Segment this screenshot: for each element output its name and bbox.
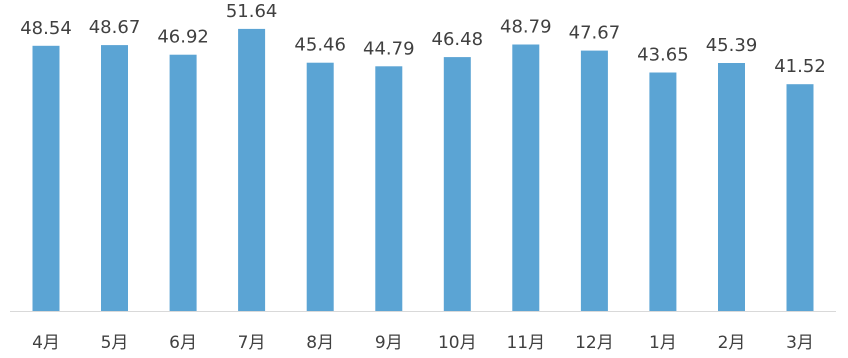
bar (306, 62, 334, 312)
bar (238, 28, 266, 312)
data-label: 43.65 (637, 45, 689, 66)
x-tick-label: 3月 (786, 333, 814, 353)
bar (443, 57, 471, 311)
data-label: 48.67 (89, 17, 141, 38)
data-label: 45.46 (294, 35, 346, 56)
data-label: 48.54 (20, 18, 72, 39)
data-label: 47.67 (569, 23, 621, 44)
bar (101, 45, 128, 311)
data-label: 48.79 (500, 17, 552, 38)
bar (580, 50, 608, 311)
data-label: 51.64 (226, 1, 278, 22)
plot-area: 48.54 4月 48.67 5月 46.92 6月 51.64 7月 45.46 8月 44.79… (10, 1, 836, 353)
x-tick-label: 10月 (438, 333, 477, 353)
x-tick-label: 5月 (101, 333, 129, 353)
bar (375, 66, 403, 311)
x-tick-label: 11月 (506, 333, 545, 353)
data-label: 45.39 (706, 35, 758, 56)
bar (786, 84, 814, 311)
x-tick-label: 8月 (306, 333, 334, 353)
data-label: 46.48 (432, 29, 484, 50)
bar (649, 72, 677, 311)
x-tick-label: 9月 (375, 333, 403, 353)
x-tick-label: 7月 (238, 333, 266, 353)
x-tick-label: 4月 (32, 333, 60, 353)
x-tick-label: 12月 (575, 333, 614, 353)
data-label: 46.92 (157, 27, 209, 48)
x-tick-label: 1月 (649, 333, 677, 353)
bar (512, 44, 540, 311)
bar (718, 63, 745, 311)
x-tick-label: 2月 (718, 333, 746, 353)
data-label: 41.52 (774, 56, 826, 77)
x-tick-label: 6月 (169, 333, 197, 353)
bar (169, 54, 197, 311)
bar (32, 45, 60, 312)
data-label: 44.79 (363, 38, 415, 59)
